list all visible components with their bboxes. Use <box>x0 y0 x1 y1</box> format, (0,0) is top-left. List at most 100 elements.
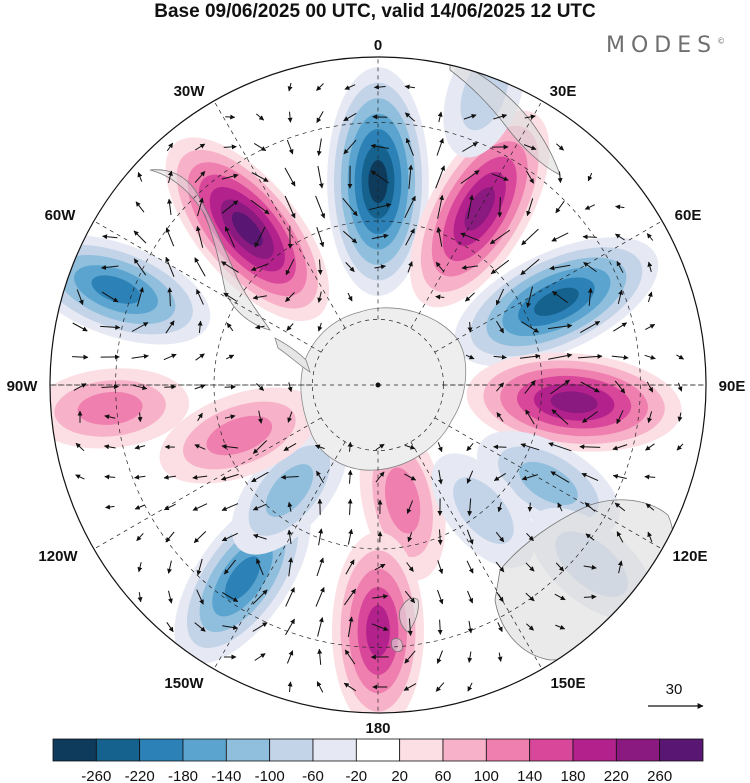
wind-arrow <box>405 137 414 156</box>
wind-arrow <box>135 201 145 213</box>
wind-arrow <box>404 650 416 664</box>
contour-band <box>77 391 143 425</box>
anomaly-center <box>231 426 348 555</box>
wind-arrow <box>647 291 653 303</box>
wind-arrow <box>495 288 505 306</box>
wind-arrow <box>284 167 296 187</box>
lon-label-30w: 30W <box>174 83 206 100</box>
wind-arrow <box>467 498 473 517</box>
colorbar-swatch <box>269 738 314 762</box>
lon-label-90e: 90E <box>719 378 746 395</box>
anomaly-center <box>50 368 190 449</box>
wind-arrow <box>577 353 603 359</box>
wind-arrow <box>583 261 597 273</box>
wind-arrow <box>495 561 505 573</box>
wind-arrow <box>165 256 175 277</box>
wind-arrow <box>523 144 537 151</box>
wind-arrow <box>437 589 444 605</box>
wind-arrow <box>163 503 176 511</box>
colorbar-tick-label: -220 <box>125 768 155 783</box>
wind-arrow <box>551 232 569 242</box>
wind-arrow <box>612 444 628 451</box>
wind-arrow <box>105 504 115 510</box>
wind-arrow <box>316 83 324 91</box>
wind-arrow <box>103 444 116 450</box>
lon-label-0: 0 <box>374 37 382 54</box>
wind-arrow <box>221 200 239 214</box>
wind-arrow <box>224 559 236 575</box>
wind-arrow <box>75 442 85 452</box>
wind-arrow <box>283 442 297 452</box>
wind-arrow <box>406 562 414 572</box>
wind-arrow <box>197 412 203 422</box>
wind-arrow <box>257 410 263 424</box>
wind-arrow <box>404 195 416 219</box>
colorbar-tick-label: 20 <box>391 768 408 783</box>
wind-arrow <box>526 532 534 542</box>
colorbar-swatch <box>52 738 97 762</box>
wind-arrow <box>316 470 324 484</box>
lon-label-180: 180 <box>365 720 390 737</box>
wind-arrow <box>197 197 204 217</box>
wind-arrow <box>250 199 270 215</box>
wind-arrow <box>252 589 268 605</box>
wind-arrow <box>287 82 293 92</box>
wind-arrow <box>645 323 656 331</box>
wind-arrow <box>137 562 143 573</box>
colorbar-swatch <box>485 738 531 762</box>
wind-arrow <box>221 503 239 511</box>
anomaly-center <box>159 387 320 484</box>
wind-arrow <box>197 320 203 333</box>
wind-arrow <box>252 440 268 454</box>
colorbar-swatch <box>355 738 401 762</box>
wind-arrow <box>404 590 416 604</box>
wind-arrow <box>131 322 149 332</box>
wind-arrow <box>557 502 563 512</box>
wind-arrow <box>497 652 503 662</box>
wind-arrow <box>616 260 624 273</box>
colorbar-tick-label: 140 <box>517 768 542 783</box>
wind-arrow <box>104 474 116 480</box>
wind-arrow <box>466 560 474 574</box>
wind-arrow <box>194 143 206 151</box>
wind-arrow <box>316 138 322 156</box>
colorbar-swatch <box>529 738 574 762</box>
wind-arrow <box>581 411 598 423</box>
wind-arrow <box>163 353 177 361</box>
lon-label-60e: 60E <box>675 207 702 224</box>
wind-arrow <box>583 594 597 600</box>
contour-band <box>91 275 141 304</box>
wind-arrow <box>194 444 206 450</box>
wind-arrow <box>166 142 174 152</box>
wind-arrow <box>550 379 571 395</box>
wind-arrow <box>496 382 504 392</box>
wind-arrow <box>193 531 207 543</box>
wind-arrow <box>196 288 204 305</box>
wind-arrow <box>344 84 356 90</box>
wind-arrow <box>72 354 89 360</box>
wind-arrow <box>580 381 600 393</box>
wind-arrow <box>497 502 503 513</box>
wind-arrow <box>579 444 601 450</box>
wind-arrow <box>284 195 296 219</box>
wind-arrow <box>614 502 626 512</box>
wind-arrow <box>435 294 445 300</box>
wind-arrow <box>136 532 144 542</box>
wind-arrow <box>587 287 593 306</box>
wind-arrow <box>646 233 654 241</box>
wind-arrow <box>549 264 571 271</box>
wind-arrow <box>347 469 353 484</box>
wind-arrow <box>521 228 539 246</box>
wind-arrow <box>465 354 475 360</box>
wind-arrow <box>489 229 510 245</box>
contour-band <box>231 211 263 247</box>
wind-arrow <box>287 501 293 512</box>
colorbar-tick-label: 260 <box>647 768 672 783</box>
wind-arrow <box>318 528 324 546</box>
wind-arrow <box>166 622 174 633</box>
wind-arrow <box>132 384 148 391</box>
anomaly-center <box>454 237 659 367</box>
wind-arrow <box>521 474 538 481</box>
wind-arrow <box>647 531 653 543</box>
colorbar: -260 -220 -180 -140 -100 -60 -20 20 60 100 140 180 2… <box>52 738 704 783</box>
